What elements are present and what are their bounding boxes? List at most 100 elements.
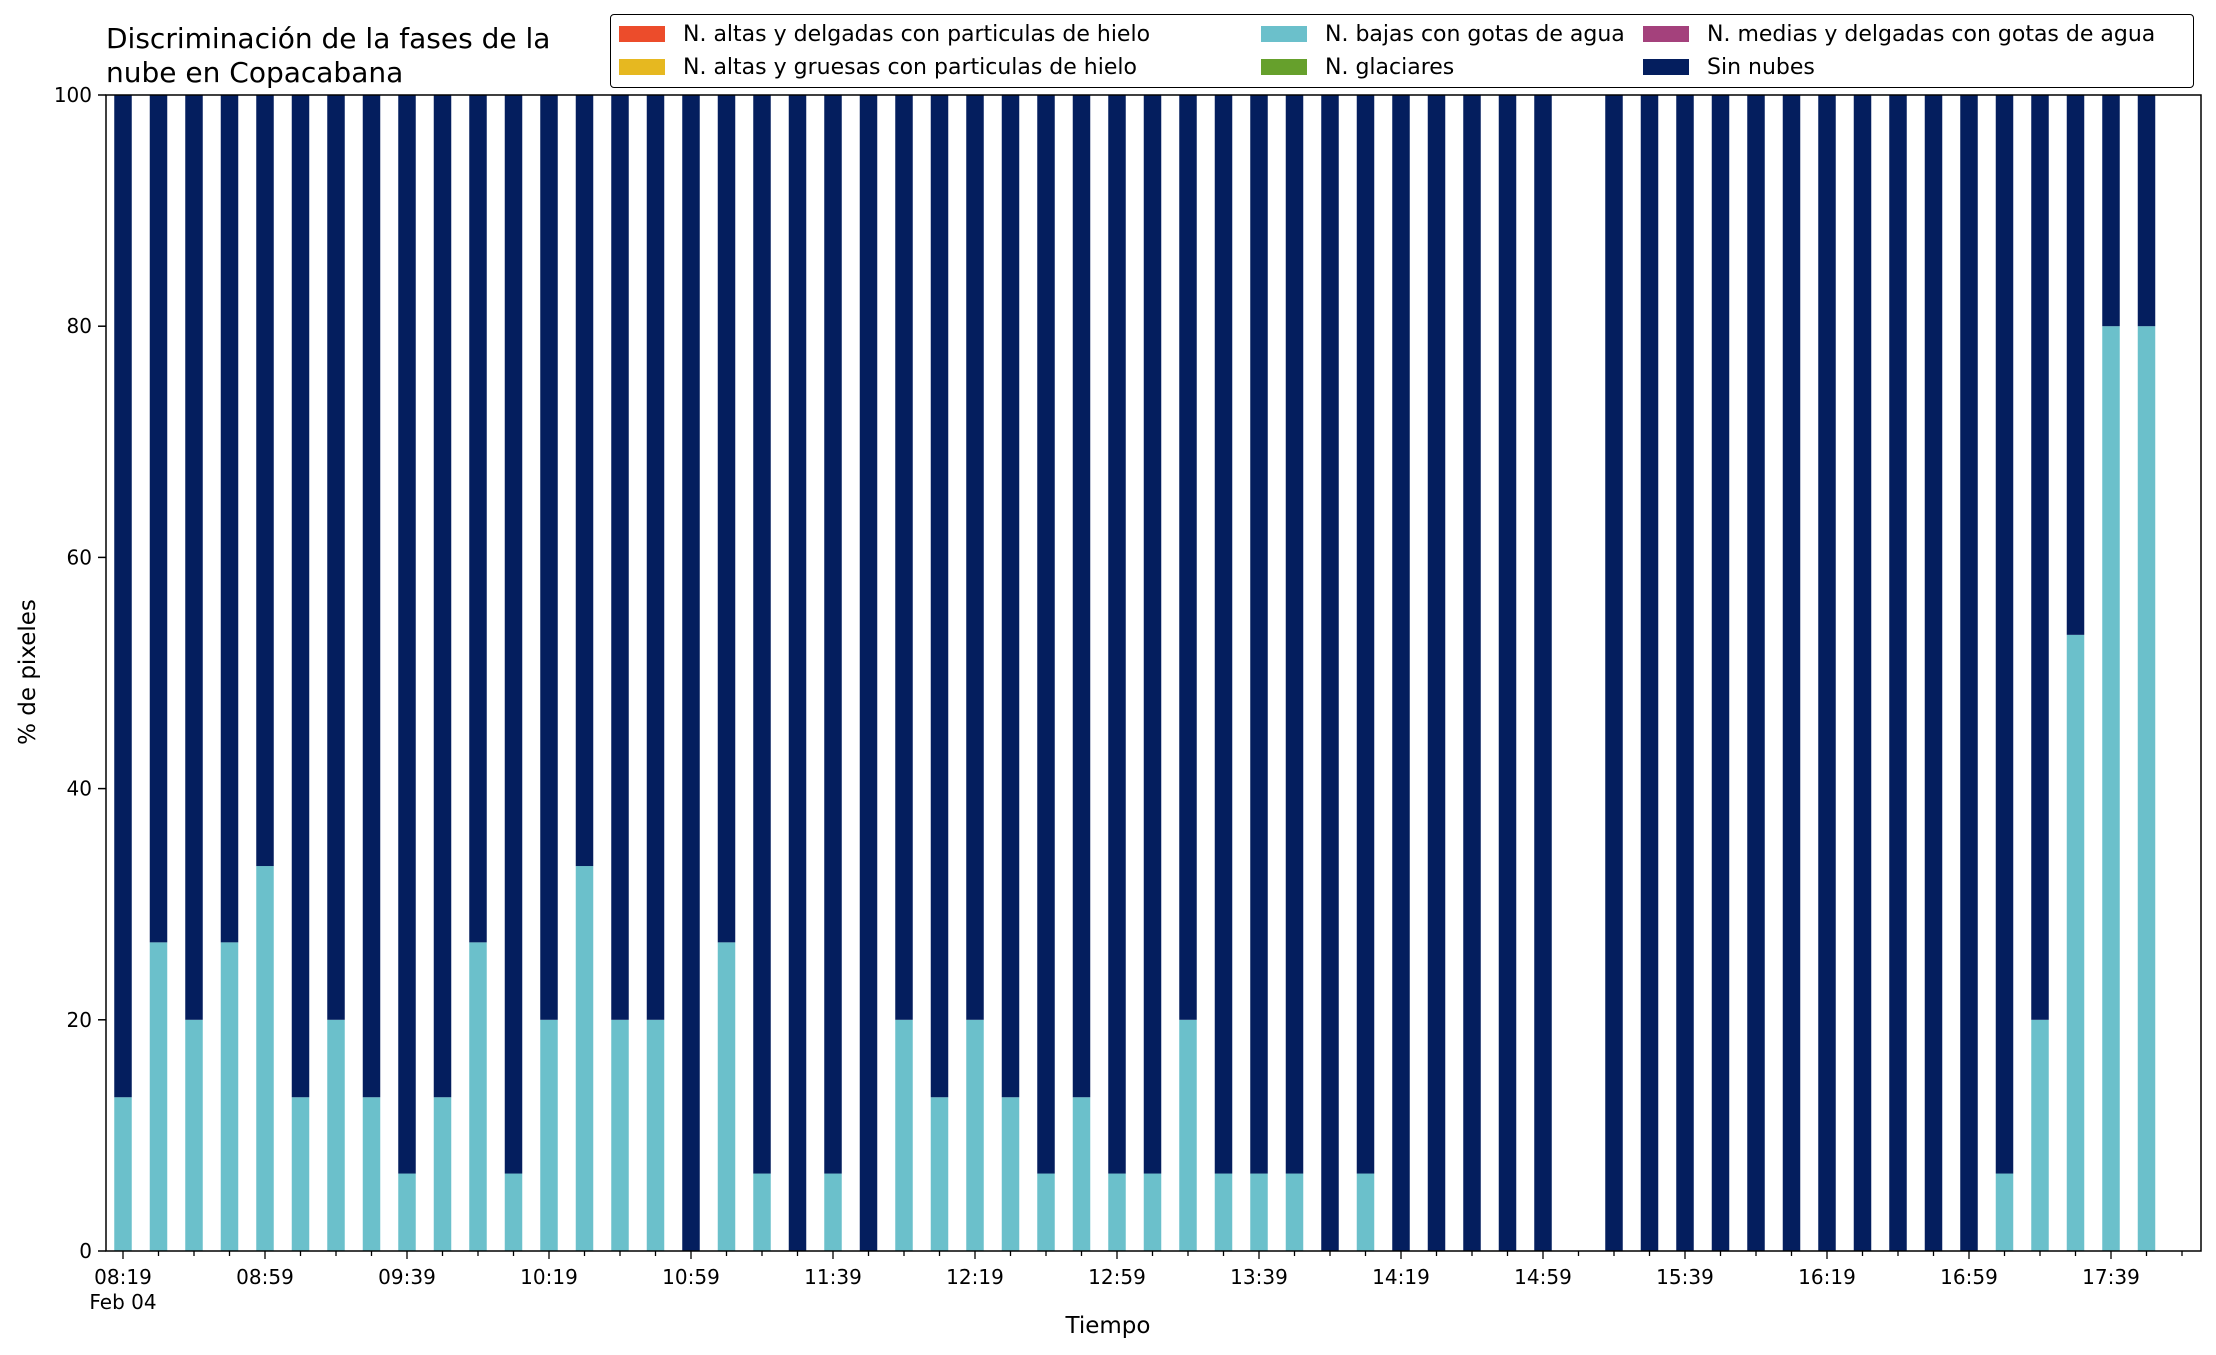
bar-segment [1392,95,1410,1251]
bar-segment [1463,95,1481,1251]
bar-segment [1108,95,1126,1174]
x-tick-label: 12:19 [946,1265,1004,1289]
bar-segment [1214,95,1233,1174]
bar-segment [1250,1173,1268,1251]
bar-segment [611,1019,629,1251]
bar-segment [753,1173,771,1251]
legend-label: Sin nubes [1707,54,1815,80]
y-tick-label: 0 [79,1239,92,1263]
bar-segment [433,1097,452,1251]
bar-segment [859,95,878,1251]
bar-segment [824,1173,842,1251]
x-tick-label: 13:39 [1230,1265,1288,1289]
x-tick-label: 15:39 [1656,1265,1714,1289]
bar-segment [717,942,736,1251]
bar-segment [1889,95,1907,1251]
bar-segment [1072,1097,1091,1251]
legend-label: N. bajas con gotas de agua [1325,21,1625,47]
legend-item: N. medias y delgadas con gotas de agua [1643,19,2155,49]
bar-segment [504,1173,523,1251]
bar-segment [1179,1019,1197,1251]
bar-segment [1960,95,1978,1251]
legend-label: N. altas y delgadas con particulas de hi… [683,21,1151,47]
bar-segment [1605,95,1623,1251]
legend-swatch [1643,59,1689,75]
bar-segment [788,95,807,1251]
bar-segment [220,942,239,1251]
plot-frame [105,94,2202,1252]
x-tick-label: 14:59 [1514,1265,1572,1289]
x-tick-label: 08:59 [236,1265,294,1289]
bar-segment [1356,1173,1375,1251]
bar-segment [930,95,949,1098]
x-tick-label: 08:19 [94,1265,152,1289]
bar-segment [1250,95,1268,1174]
bar-segment [2102,95,2120,327]
legend-item: N. glaciares [1261,52,1454,82]
bar-segment [1640,95,1659,1251]
bar-segment [1143,1173,1162,1251]
legend-label: N. medias y delgadas con gotas de agua [1707,21,2156,47]
bar-segment [327,95,345,1020]
bar-segment [220,95,239,943]
legend-item: N. bajas con gotas de agua [1261,19,1625,49]
legend-swatch [619,26,665,42]
bar-segment [185,95,203,1020]
bar-segment [611,95,629,1020]
bar-segment [540,95,558,1020]
bar-segment [646,1019,665,1251]
bar-segment [114,1097,132,1251]
bar-segment [1072,95,1091,1098]
legend-label: N. glaciares [1325,54,1455,80]
bar-segment [469,942,487,1251]
bar-segment [1995,1173,2014,1251]
bar-segment [1711,95,1730,1251]
bar-segment [1534,95,1552,1251]
bar-segment [1285,95,1304,1174]
bar-segment [433,95,452,1098]
bar-segment [1001,1097,1020,1251]
y-tick-label: 20 [67,1008,92,1032]
bar-segment [646,95,665,1020]
bar-segment [1747,95,1765,1251]
bar-segment [966,95,984,1020]
bar-segment [1924,95,1943,1251]
bar-segment [2031,95,2049,1020]
bar-segment [2066,634,2085,1251]
chart-title: Discriminación de la fases de la nube en… [106,22,551,89]
bar-segment [930,1097,949,1251]
legend-item: N. altas y delgadas con particulas de hi… [619,19,1150,49]
bar-segment [1995,95,2014,1174]
bar-segment [291,95,310,1098]
x-tick-label: 12:59 [1088,1265,1146,1289]
bar-segment [362,1097,381,1251]
bar-segment [717,95,736,943]
bar-segment [2137,95,2156,327]
bar-segment [504,95,523,1174]
y-tick-label: 80 [67,314,92,338]
bar-segment [1214,1173,1233,1251]
x-tick-label: 11:39 [804,1265,862,1289]
bar-segment [469,95,487,943]
bar-segment [1356,95,1375,1174]
bar-segment [1853,95,1872,1251]
bar-segment [2031,1019,2049,1251]
bar-segment [398,95,416,1174]
bar-segment [1179,95,1197,1020]
bar-segment [1001,95,1020,1098]
chart-legend: N. altas y delgadas con particulas de hi… [610,14,2194,88]
legend-swatch [1643,26,1689,42]
bar-segment [291,1097,310,1251]
bar-segment [540,1019,558,1251]
bar-segment [149,95,168,943]
bar-segment [2137,326,2156,1251]
x-tick-label: 14:19 [1372,1265,1430,1289]
x-tick-sublabel: Feb 04 [89,1290,156,1314]
bar-segment [1143,95,1162,1174]
x-axis-label: Tiempo [1065,1313,1151,1339]
bar-segment [256,866,274,1251]
y-axis-label: % de pixeles [15,599,41,745]
bar-segment [185,1019,203,1251]
bar-segment [1498,95,1517,1251]
